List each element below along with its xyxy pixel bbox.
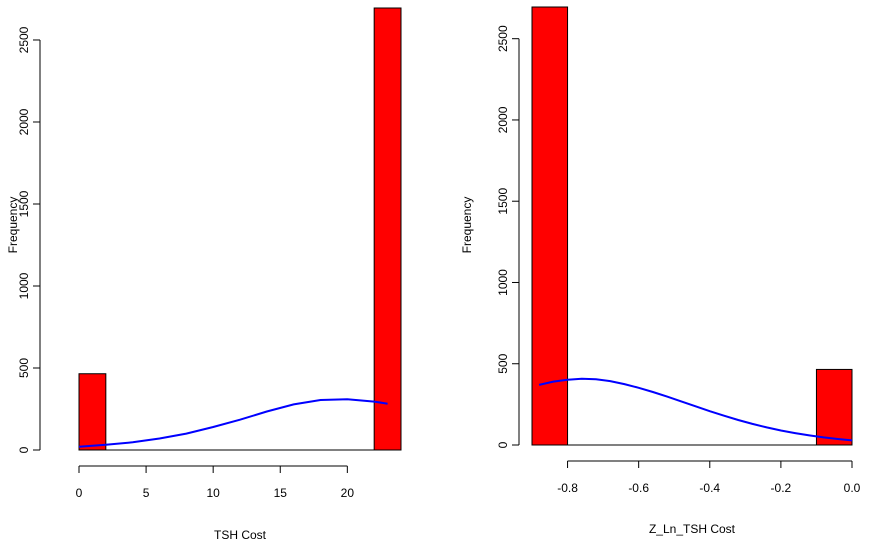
- y-tick-label: 1000: [496, 269, 510, 296]
- histogram-bar-0: [531, 6, 569, 446]
- y-axis-title: Frequency: [460, 197, 474, 254]
- x-tick-label: 5: [143, 486, 150, 500]
- y-tick-label: 1500: [17, 190, 31, 217]
- y-tick-label: 1000: [17, 272, 31, 299]
- histogram-bar-0: [78, 373, 107, 451]
- histogram-bar-1: [373, 7, 402, 451]
- x-tick-label: 10: [206, 486, 220, 500]
- y-tick-label: 500: [496, 353, 510, 373]
- histogram-bar-1: [815, 368, 853, 446]
- density-curve: [78, 398, 388, 448]
- x-tick-label: 15: [274, 486, 288, 500]
- y-axis-title: Frequency: [6, 197, 20, 254]
- y-tick-label: 2000: [496, 106, 510, 133]
- histogram-tsh-cost: 0 500 1000 1500 2000 2500 0 5 10 15 20 TSH Cost Freq…: [6, 7, 402, 542]
- x-tick-label: 0: [76, 486, 83, 500]
- histogram-z-ln-tsh-cost: 0 500 1000 1500 2000 2500 -0.8 -0.6 -0.4 -0.2 0.0 Z…: [460, 6, 861, 536]
- x-axis-title: TSH Cost: [214, 528, 267, 542]
- y-tick-label: 2500: [496, 25, 510, 52]
- x-tick-label: -0.2: [771, 481, 792, 495]
- y-tick-label: 0: [496, 441, 510, 448]
- y-tick-label: 2000: [17, 108, 31, 135]
- x-tick-label: -0.6: [628, 481, 649, 495]
- density-curve: [538, 377, 853, 442]
- x-axis-title: Z_Ln_TSH Cost: [649, 522, 736, 536]
- x-tick-label: -0.8: [557, 481, 578, 495]
- y-tick-label: 1500: [496, 188, 510, 215]
- x-tick-label: 0.0: [844, 481, 861, 495]
- x-tick-label: 20: [341, 486, 355, 500]
- x-tick-label: -0.4: [699, 481, 720, 495]
- y-tick-label: 0: [17, 446, 31, 453]
- y-tick-label: 2500: [17, 26, 31, 53]
- y-tick-label: 500: [17, 358, 31, 378]
